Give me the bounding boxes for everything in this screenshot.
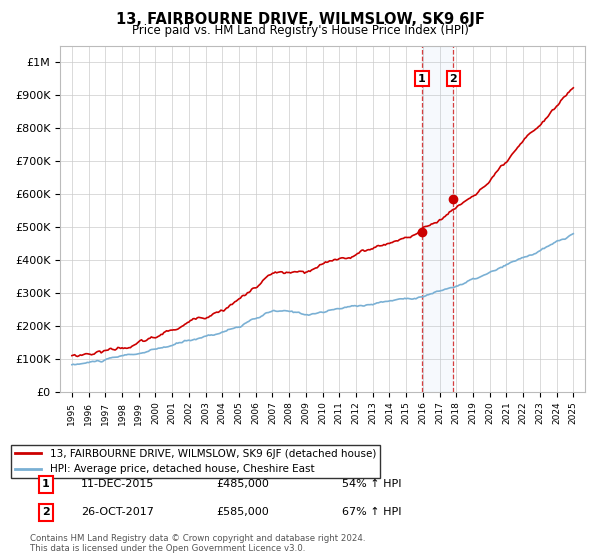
- Text: Price paid vs. HM Land Registry's House Price Index (HPI): Price paid vs. HM Land Registry's House …: [131, 24, 469, 37]
- Legend: 13, FAIRBOURNE DRIVE, WILMSLOW, SK9 6JF (detached house), HPI: Average price, de: 13, FAIRBOURNE DRIVE, WILMSLOW, SK9 6JF …: [11, 445, 380, 478]
- Text: 11-DEC-2015: 11-DEC-2015: [81, 479, 154, 489]
- Text: 26-OCT-2017: 26-OCT-2017: [81, 507, 154, 517]
- Text: Contains HM Land Registry data © Crown copyright and database right 2024.
This d: Contains HM Land Registry data © Crown c…: [30, 534, 365, 553]
- Text: 67% ↑ HPI: 67% ↑ HPI: [342, 507, 401, 517]
- Text: £585,000: £585,000: [216, 507, 269, 517]
- Text: 54% ↑ HPI: 54% ↑ HPI: [342, 479, 401, 489]
- Bar: [422, 46, 454, 392]
- Text: 1: 1: [418, 74, 426, 83]
- Text: 2: 2: [449, 74, 457, 83]
- Text: 1: 1: [42, 479, 50, 489]
- Text: £485,000: £485,000: [216, 479, 269, 489]
- Text: 13, FAIRBOURNE DRIVE, WILMSLOW, SK9 6JF: 13, FAIRBOURNE DRIVE, WILMSLOW, SK9 6JF: [116, 12, 484, 27]
- Text: 2: 2: [42, 507, 50, 517]
